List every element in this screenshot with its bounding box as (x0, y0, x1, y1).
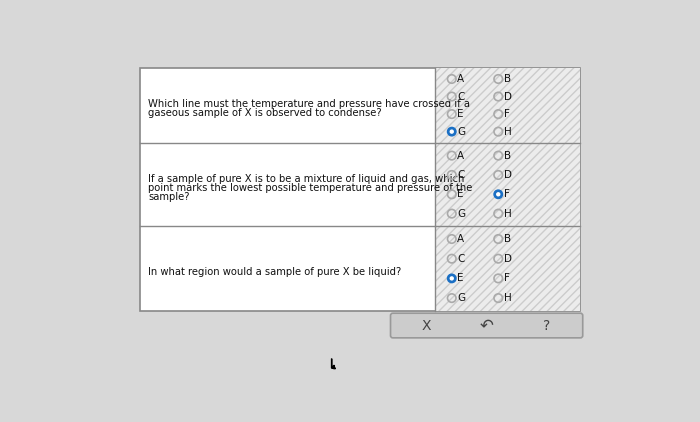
Circle shape (494, 190, 503, 198)
Text: F: F (504, 189, 510, 199)
Text: H: H (504, 127, 512, 137)
Text: point marks the lowest possible temperature and pressure of the: point marks the lowest possible temperat… (148, 183, 473, 193)
Text: B: B (504, 234, 511, 244)
Text: D: D (504, 254, 512, 264)
Polygon shape (332, 359, 335, 369)
Text: F: F (504, 273, 510, 284)
Bar (435, 143, 580, 226)
Text: gaseous sample of X is observed to condense?: gaseous sample of X is observed to conde… (148, 108, 382, 119)
Text: H: H (504, 293, 512, 303)
Text: B: B (504, 151, 511, 161)
Text: C: C (457, 92, 465, 102)
Text: E: E (457, 189, 463, 199)
Bar (435, 68, 580, 143)
Text: F: F (504, 109, 510, 119)
Bar (140, 68, 580, 311)
Text: E: E (457, 273, 463, 284)
Text: A: A (457, 74, 464, 84)
Text: C: C (457, 254, 465, 264)
FancyBboxPatch shape (391, 313, 582, 338)
Text: G: G (457, 127, 466, 137)
Text: Which line must the temperature and pressure have crossed if a: Which line must the temperature and pres… (148, 99, 470, 109)
Text: ↶: ↶ (480, 316, 494, 335)
Circle shape (450, 130, 453, 133)
Text: X: X (422, 319, 431, 333)
Text: G: G (457, 293, 466, 303)
Text: G: G (457, 208, 466, 219)
Text: B: B (504, 74, 511, 84)
Text: A: A (457, 151, 464, 161)
Text: C: C (457, 170, 465, 180)
Text: D: D (504, 170, 512, 180)
Text: sample?: sample? (148, 192, 190, 202)
Text: If a sample of pure X is to be a mixture of liquid and gas, which: If a sample of pure X is to be a mixture… (148, 174, 464, 184)
Bar (435, 226, 580, 311)
Circle shape (447, 127, 456, 136)
Circle shape (497, 193, 500, 196)
Text: In what region would a sample of pure X be liquid?: In what region would a sample of pure X … (148, 267, 401, 277)
Text: E: E (457, 109, 463, 119)
Circle shape (450, 277, 453, 280)
Text: A: A (457, 234, 464, 244)
Text: D: D (504, 92, 512, 102)
Circle shape (447, 274, 456, 283)
Text: H: H (504, 208, 512, 219)
Text: ?: ? (543, 319, 550, 333)
